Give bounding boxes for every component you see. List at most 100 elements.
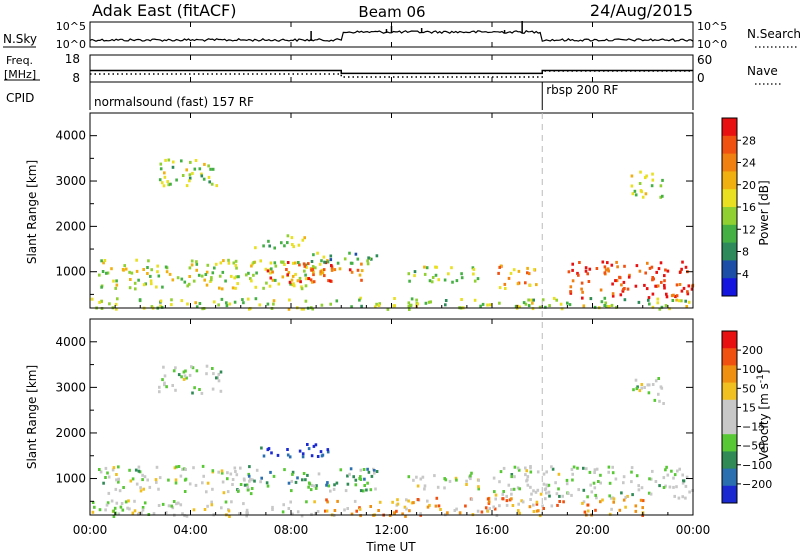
range-gate-cell (412, 478, 415, 482)
range-gate-cell (524, 302, 528, 306)
range-gate-cell (225, 304, 229, 308)
range-gate-cell (377, 304, 381, 307)
range-gate-cell (248, 465, 251, 469)
range-gate-cell (167, 158, 171, 162)
range-gate-cell (676, 469, 679, 473)
range-gate-cell (366, 481, 369, 485)
range-gate-cell (143, 501, 147, 505)
range-gate-cell (611, 465, 614, 469)
range-gate-cell (473, 298, 477, 302)
range-gate-cell (509, 271, 513, 275)
range-gate-cell (271, 508, 274, 511)
range-gate-cell (359, 468, 363, 472)
range-gate-cell (638, 182, 642, 185)
range-gate-cell (656, 297, 660, 301)
range-gate-cell (571, 279, 575, 283)
range-gate-cell (129, 278, 132, 281)
range-gate-cell (450, 266, 453, 270)
range-gate-cell (216, 376, 219, 380)
range-gate-cell (458, 511, 462, 515)
colorbar-tick-label: 28 (742, 134, 756, 147)
range-gate-cell (185, 184, 189, 188)
range-gate-cell (581, 501, 584, 505)
y-tick-label: 3000 (55, 380, 86, 394)
range-gate-cell (148, 485, 152, 489)
range-gate-cell (604, 301, 607, 305)
range-gate-cell (481, 302, 485, 306)
range-gate-cell (605, 304, 608, 308)
range-gate-cell (656, 284, 660, 288)
range-gate-cell (686, 292, 690, 296)
range-gate-cell (607, 470, 610, 474)
range-gate-cell (576, 466, 579, 470)
range-gate-cell (272, 299, 276, 303)
range-gate-cell (644, 271, 647, 275)
range-gate-cell (527, 272, 531, 276)
range-gate-cell (599, 500, 602, 504)
range-gate-cell (338, 267, 342, 271)
range-gate-cell (516, 466, 520, 470)
range-gate-cell (326, 448, 330, 452)
range-gate-cell (671, 299, 675, 302)
range-gate-cell (200, 174, 204, 178)
range-gate-cell (569, 285, 573, 289)
range-gate-cell (535, 283, 538, 287)
range-gate-cell (622, 481, 625, 485)
range-gate-cell (252, 273, 255, 277)
range-gate-cell (348, 268, 352, 272)
range-gate-cell (685, 305, 688, 308)
range-gate-cell (416, 498, 420, 502)
colorbar-swatch (722, 365, 737, 384)
range-gate-cell (114, 302, 118, 306)
range-gate-cell (283, 244, 286, 248)
range-gate-cell (541, 504, 544, 508)
range-gate-cell (428, 279, 432, 283)
range-gate-cell (309, 278, 313, 282)
range-gate-cell (675, 485, 678, 489)
range-gate-cell (168, 272, 172, 276)
range-gate-cell (336, 499, 339, 503)
range-gate-cell (638, 389, 642, 393)
range-gate-cell (224, 279, 227, 283)
range-gate-cell (188, 173, 192, 177)
range-gate-cell (434, 504, 438, 508)
range-gate-cell (291, 243, 294, 246)
range-gate-cell (675, 283, 679, 287)
range-gate-cell (306, 443, 309, 446)
range-gate-cell (675, 298, 678, 302)
range-gate-cell (212, 300, 216, 304)
range-gate-cell (188, 176, 192, 180)
range-gate-cell (487, 500, 491, 504)
range-gate-cell (288, 455, 292, 459)
range-gate-cell (469, 474, 472, 478)
range-gate-cell (335, 481, 339, 485)
range-gate-cell (344, 489, 348, 493)
range-gate-cell (324, 261, 328, 265)
velocity-colorbar: 200 100 50 15 −15 −50 −100 −200 (721, 330, 772, 504)
range-gate-cell (430, 280, 434, 284)
range-gate-cell (206, 263, 210, 267)
range-gate-cell (162, 184, 166, 188)
range-gate-cell (484, 506, 488, 510)
range-gate-cell (181, 174, 185, 177)
range-gate-cell (610, 263, 614, 267)
range-gate-cell (545, 491, 548, 495)
range-gate-cell (544, 497, 547, 501)
range-gate-cell (210, 182, 214, 186)
range-gate-cell (292, 282, 295, 286)
range-gate-cell (530, 492, 533, 496)
range-gate-cell (386, 307, 390, 311)
range-gate-cell (272, 474, 276, 478)
range-gate-cell (611, 294, 615, 298)
range-gate-cell (433, 474, 436, 478)
range-gate-cell (162, 365, 165, 369)
range-gate-cell (330, 264, 333, 267)
range-gate-cell (320, 259, 323, 263)
range-gate-cell (297, 261, 300, 264)
range-gate-cell (606, 267, 610, 271)
colorbar-tick-label: −100 (742, 459, 772, 472)
range-gate-cell (266, 302, 270, 306)
range-gate-cell (603, 265, 607, 269)
range-gate-cell (424, 301, 428, 305)
range-gate-cell (348, 251, 351, 255)
